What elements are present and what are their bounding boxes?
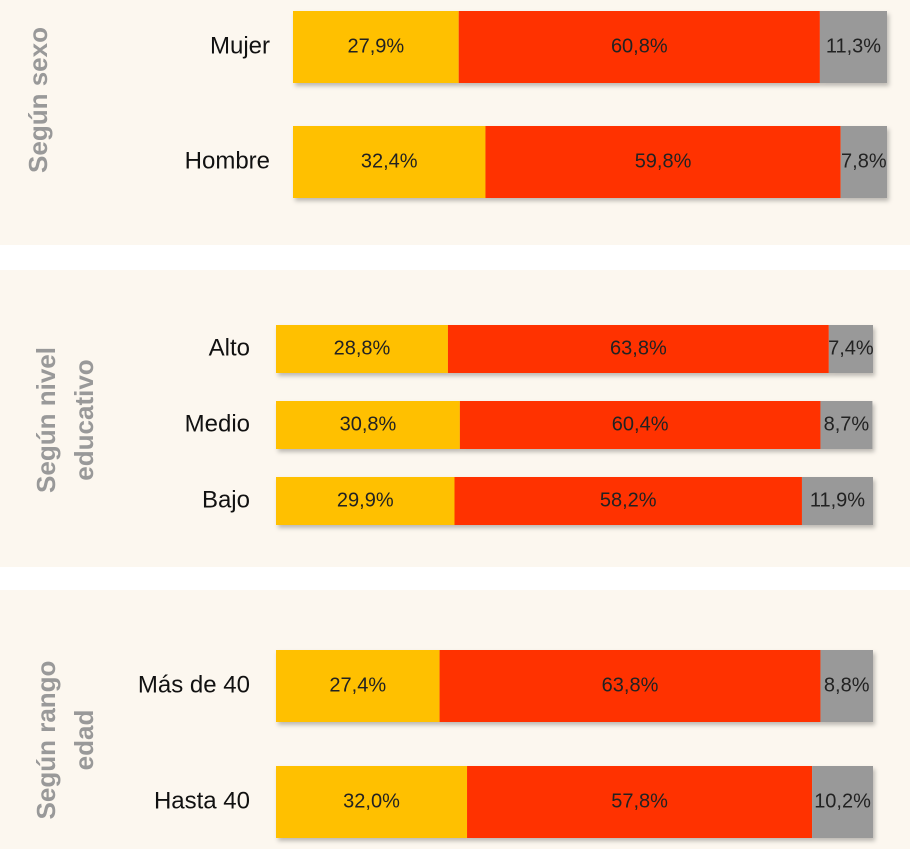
group-title: Según sexo — [23, 27, 53, 173]
value-label: 60,4% — [612, 413, 669, 435]
bar-segment — [447, 325, 829, 373]
category-label: Mujer — [210, 32, 270, 59]
group-title: educativo — [69, 359, 99, 480]
bar-segment — [812, 766, 873, 838]
bar-row — [276, 401, 873, 449]
bar-segment — [458, 11, 820, 83]
value-label: 7,4% — [828, 337, 874, 359]
value-label: 8,7% — [824, 413, 870, 435]
bar-row — [293, 126, 887, 198]
bar-segment — [276, 401, 460, 449]
bar-segment — [276, 325, 448, 373]
category-label: Bajo — [202, 486, 250, 513]
group-title: edad — [69, 710, 99, 771]
bar-row — [276, 650, 873, 722]
value-label: 60,8% — [611, 35, 668, 57]
group-title: Según rango — [31, 661, 61, 820]
bar-segment — [828, 325, 873, 373]
value-label: 28,8% — [334, 337, 391, 359]
value-label: 57,8% — [611, 790, 668, 812]
value-label: 29,9% — [337, 489, 394, 511]
bar-segment — [276, 650, 440, 722]
bar-row — [293, 11, 887, 83]
category-label: Hombre — [185, 147, 270, 174]
category-label: Más de 40 — [138, 671, 250, 698]
bar-row — [276, 325, 873, 373]
bar-segment — [459, 401, 821, 449]
value-label: 11,9% — [810, 489, 865, 511]
group-title: Según nivel — [31, 347, 61, 493]
bar-segment — [840, 126, 887, 198]
value-label: 27,9% — [348, 35, 405, 57]
bar-segment — [276, 766, 468, 838]
bar-row — [276, 477, 873, 525]
value-label: 7,8% — [841, 150, 887, 172]
bar-segment — [819, 11, 887, 83]
bar-segment — [293, 11, 459, 83]
value-label: 27,4% — [329, 674, 386, 696]
value-label: 11,3% — [826, 35, 881, 57]
bar-segment — [820, 401, 873, 449]
category-label: Medio — [185, 410, 250, 437]
bar-segment — [439, 650, 821, 722]
value-label: 8,8% — [824, 674, 870, 696]
category-label: Hasta 40 — [154, 787, 250, 814]
bar-segment — [801, 477, 873, 525]
value-label: 63,8% — [602, 674, 659, 696]
value-label: 32,4% — [361, 150, 418, 172]
value-label: 58,2% — [600, 489, 657, 511]
value-label: 30,8% — [340, 413, 397, 435]
value-label: 32,0% — [343, 790, 400, 812]
bar-segment — [820, 650, 873, 722]
category-label: Alto — [209, 334, 250, 361]
value-label: 10,2% — [814, 790, 871, 812]
value-label: 63,8% — [610, 337, 667, 359]
bar-segment — [276, 477, 455, 525]
bar-segment — [467, 766, 813, 838]
bar-row — [276, 766, 873, 838]
bar-segment — [454, 477, 802, 525]
value-label: 59,8% — [635, 150, 692, 172]
bar-segment — [293, 126, 486, 198]
bar-segment — [485, 126, 841, 198]
